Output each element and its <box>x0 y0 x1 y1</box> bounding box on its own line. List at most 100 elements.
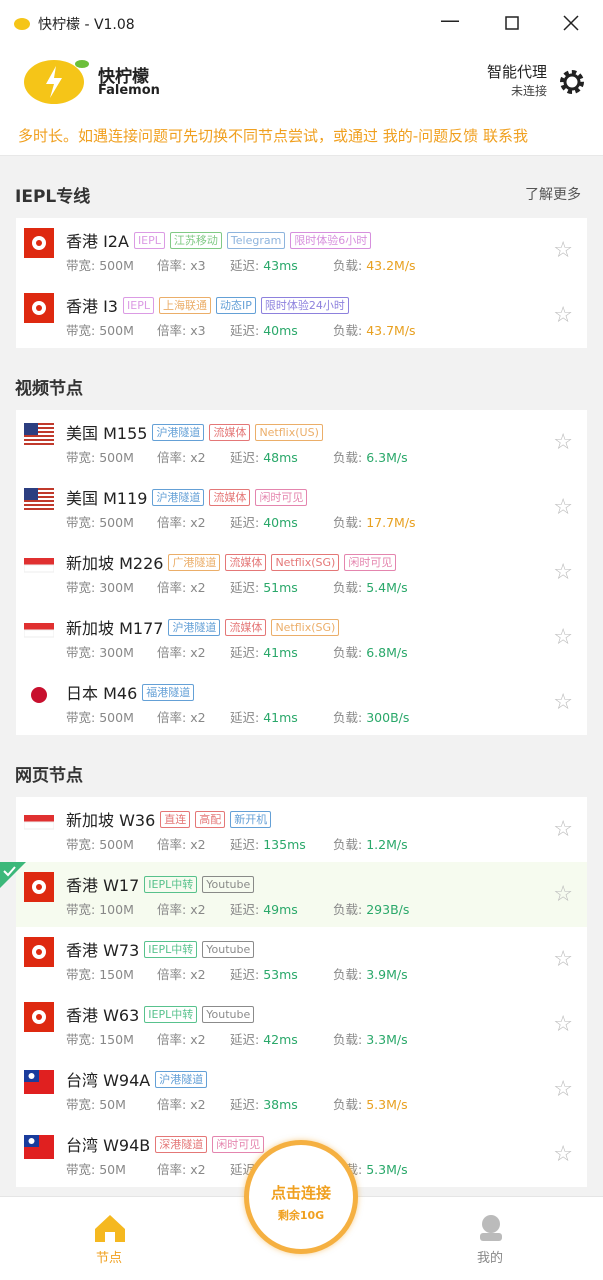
node-tag: 福港隧道 <box>142 683 195 701</box>
flag <box>24 1132 54 1166</box>
stat-label: 延迟: <box>230 1032 260 1047</box>
flag <box>24 293 54 327</box>
stat-bandwidth: 带宽: 300M <box>66 642 134 661</box>
section-title: IEPL专线 <box>15 187 91 207</box>
node-row[interactable]: 香港 W63 IEPL中转 Youtube 带宽: 150M 倍率: x2 延迟: 42ms 负载… <box>16 992 587 1057</box>
node-row[interactable]: 香港 I2A IEPL 江苏移动 Telegram 限时体验6小时 带宽: 500M 倍率: x… <box>16 218 587 283</box>
stat-value: 41ms <box>263 645 298 660</box>
stat-label: 延迟: <box>230 580 260 595</box>
node-tag: 沪港隧道 <box>155 1070 208 1088</box>
node-row[interactable]: 新加坡 M177 沪港隧道 流媒体 Netflix(SG) 带宽: 300M 倍率: x2 延迟… <box>16 605 587 670</box>
node-tag: 限时体验6小时 <box>290 231 372 249</box>
flag <box>23 550 55 584</box>
node-name: 新加坡 M226 广港隧道 流媒体 Netflix(SG) 闲时可见 <box>66 550 397 574</box>
favorite-star[interactable]: ☆ <box>553 1077 573 1102</box>
tab-mine[interactable]: 我的 <box>477 1251 504 1266</box>
favorite-star[interactable]: ☆ <box>553 690 573 715</box>
stat-bandwidth: 带宽: 500M <box>66 707 134 726</box>
node-tag: Youtube <box>202 1005 255 1023</box>
maximize[interactable] <box>505 16 519 30</box>
stat-value: 48ms <box>263 450 298 465</box>
stat-rate: 倍率: x3 <box>157 320 206 339</box>
stat-bandwidth: 带宽: 50M <box>66 1159 126 1178</box>
node-row[interactable]: 新加坡 W36 直连 高配 新开机 带宽: 500M 倍率: x2 延迟: 135ms 负载: 1.2… <box>16 797 587 862</box>
node-tag: 上海联通 <box>158 296 211 314</box>
favorite-star[interactable]: ☆ <box>553 1142 573 1167</box>
stat-label: 带宽: <box>66 450 96 465</box>
selected-mark <box>0 862 26 892</box>
favorite-star[interactable]: ☆ <box>553 430 573 455</box>
stat-latency: 延迟: 41ms <box>230 642 298 661</box>
stat-value: x2 <box>190 837 206 852</box>
stat-label: 延迟: <box>230 902 260 917</box>
stat-load: 负载: 1.2M/s <box>333 834 408 853</box>
favorite-star[interactable]: ☆ <box>553 882 573 907</box>
section-header: IEPL专线 了解更多 <box>0 156 603 218</box>
node-row[interactable]: 美国 M119 沪港隧道 流媒体 闲时可见 带宽: 500M 倍率: x2 延迟: 40ms 负载:… <box>16 475 587 540</box>
flag <box>24 937 54 971</box>
stat-bandwidth: 带宽: 500M <box>66 834 134 853</box>
stat-rate: 倍率: x2 <box>157 707 206 726</box>
node-title: 新加坡 M177 <box>66 619 164 638</box>
stat-load: 负载: 6.3M/s <box>333 447 408 466</box>
stat-label: 带宽: <box>66 580 96 595</box>
stat-value: 43.2M/s <box>366 258 416 273</box>
stat-value: x3 <box>190 258 206 273</box>
stat-value: 40ms <box>263 323 298 338</box>
stat-label: 倍率: <box>157 1032 187 1047</box>
stat-value: x3 <box>190 323 206 338</box>
node-title: 日本 M46 <box>66 684 138 703</box>
node-tag: IEPL <box>123 296 154 314</box>
node-name: 香港 W17 IEPL中转 Youtube <box>66 872 255 896</box>
favorite-star[interactable]: ☆ <box>553 1012 573 1037</box>
tab-nodes[interactable]: 节点 <box>96 1251 123 1266</box>
node-name: 新加坡 M177 沪港隧道 流媒体 Netflix(SG) <box>66 615 340 639</box>
favorite-star[interactable]: ☆ <box>553 303 573 328</box>
section-header: 视频节点 <box>0 348 603 410</box>
node-title: 香港 W17 <box>66 876 140 895</box>
favorite-star[interactable]: ☆ <box>553 817 573 842</box>
stat-latency: 延迟: 41ms <box>230 707 298 726</box>
minimize[interactable]: — <box>440 8 460 32</box>
stat-label: 带宽: <box>66 837 96 852</box>
stat-value: 500M <box>99 837 134 852</box>
node-tag: 高配 <box>195 810 226 828</box>
node-row[interactable]: 美国 M155 沪港隧道 流媒体 Netflix(US) 带宽: 500M 倍率: x2 延迟:… <box>16 410 587 475</box>
connect-button[interactable]: 点击连接 剩余10G <box>244 1140 358 1254</box>
close[interactable] <box>563 15 579 31</box>
stat-label: 延迟: <box>230 323 260 338</box>
proxy-mode[interactable]: 智能代理 <box>487 63 548 81</box>
favorite-star[interactable]: ☆ <box>553 947 573 972</box>
settings[interactable] <box>558 68 586 96</box>
stat-value: 100M <box>99 902 134 917</box>
favorite-star[interactable]: ☆ <box>553 495 573 520</box>
node-row[interactable]: 香港 W73 IEPL中转 Youtube 带宽: 150M 倍率: x2 延迟: 53ms 负载… <box>16 927 587 992</box>
section-title: 网页节点 <box>15 766 83 786</box>
stat-value: 300B/s <box>366 710 410 725</box>
stat-load: 负载: 300B/s <box>333 707 409 726</box>
stat-value: x2 <box>190 450 206 465</box>
favorite-star[interactable]: ☆ <box>553 560 573 585</box>
stat-value: x2 <box>190 967 206 982</box>
node-tag: 新开机 <box>230 810 272 828</box>
node-row[interactable]: 台湾 W94A 沪港隧道 带宽: 50M 倍率: x2 延迟: 38ms 负载: 5.3M/s ☆ <box>16 1057 587 1122</box>
node-row[interactable]: 新加坡 M226 广港隧道 流媒体 Netflix(SG) 闲时可见 带宽: 300M 倍率:… <box>16 540 587 605</box>
learn-more[interactable]: 了解更多 <box>525 187 581 203</box>
node-row[interactable]: 日本 M46 福港隧道 带宽: 500M 倍率: x2 延迟: 41ms 负载: 300B/s ☆ <box>16 670 587 735</box>
stat-value: x2 <box>190 645 206 660</box>
stat-value: x2 <box>190 1032 206 1047</box>
node-row[interactable]: 香港 I3 IEPL 上海联通 动态IP 限时体验24小时 带宽: 500M 倍率: x3 延迟:… <box>16 283 587 348</box>
favorite-star[interactable]: ☆ <box>553 625 573 650</box>
stat-label: 负载: <box>333 837 363 852</box>
stat-label: 倍率: <box>157 1097 187 1112</box>
tab-icon-nodes <box>95 1215 125 1242</box>
node-row[interactable]: 香港 W17 IEPL中转 Youtube 带宽: 100M 倍率: x2 延迟: 49ms 负载… <box>0 862 587 927</box>
flag <box>24 1002 54 1036</box>
stat-value: 135ms <box>263 837 306 852</box>
favorite-star[interactable]: ☆ <box>553 238 573 263</box>
node-name: 美国 M155 沪港隧道 流媒体 Netflix(US) <box>66 420 323 444</box>
stat-load: 负载: 43.7M/s <box>333 320 416 339</box>
stat-load: 负载: 17.7M/s <box>333 512 416 531</box>
